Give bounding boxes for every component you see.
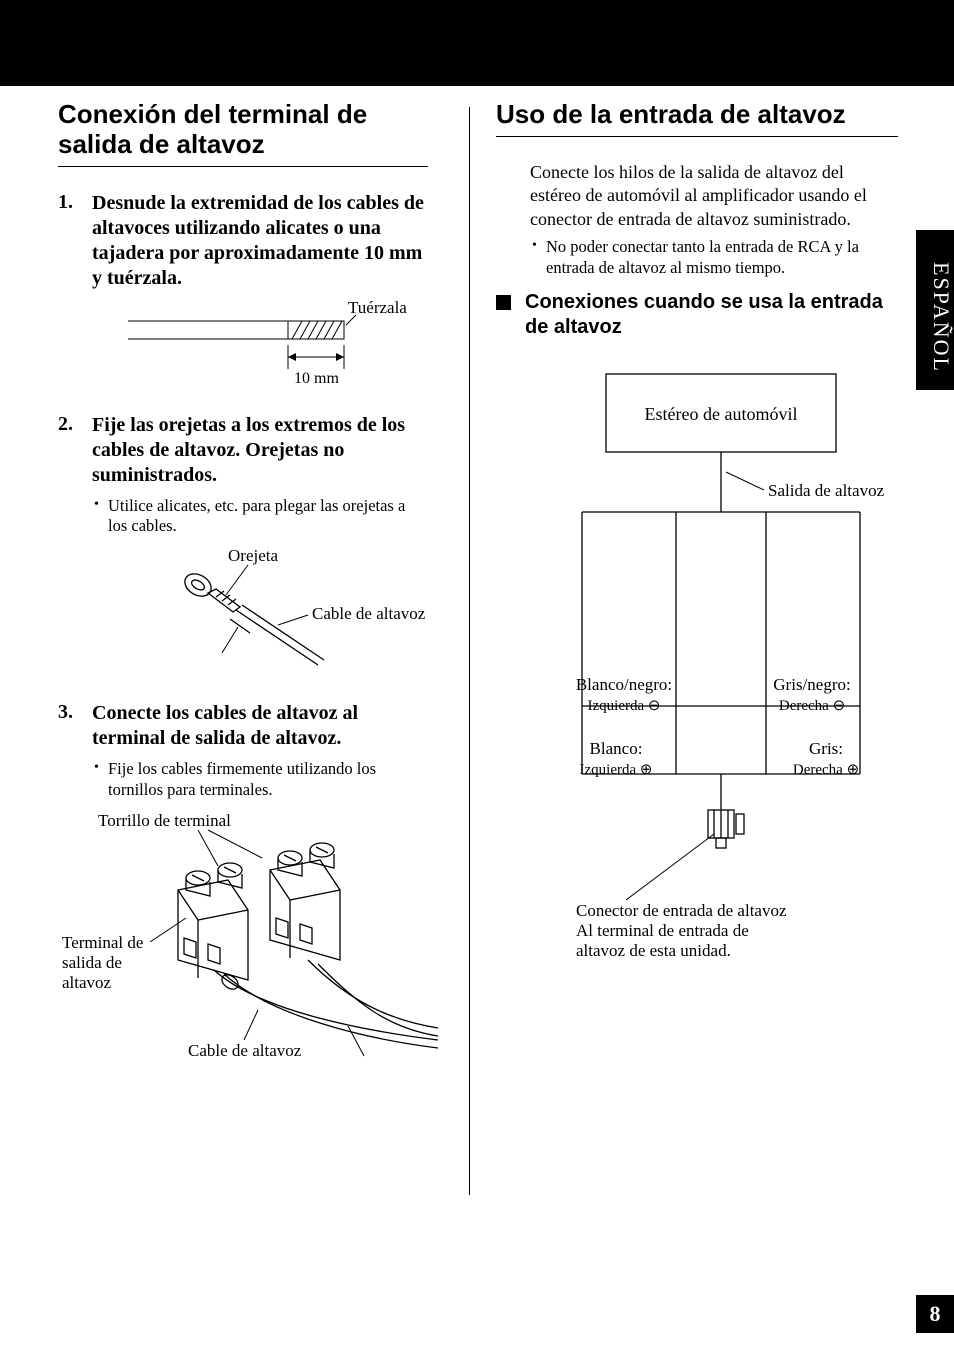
step-number: 2. xyxy=(58,413,92,488)
label-terminal-1: Terminal de xyxy=(62,933,143,952)
step-number: 1. xyxy=(58,191,92,291)
label-stereo: Estéreo de automóvil xyxy=(645,404,798,424)
right-intro: Conecte los hilos de la salida de altavo… xyxy=(530,161,898,231)
figure-lug: Orejeta Cable de altavoz xyxy=(58,547,428,677)
bullet-dot: • xyxy=(94,759,108,800)
sub-heading: Conexiones cuando se usa la entrada de a… xyxy=(496,290,898,340)
square-bullet-icon xyxy=(496,295,511,310)
step-2: 2. Fije las orejetas a los extremos de l… xyxy=(58,413,428,488)
bullet-text: No poder conectar tanto la entrada de RC… xyxy=(546,237,898,278)
label-twist: Tuérzala xyxy=(348,299,407,317)
label-lug: Orejeta xyxy=(228,547,278,565)
page-number: 8 xyxy=(916,1295,954,1333)
figure-twist-wire: Tuérzala 10 mm xyxy=(58,299,428,389)
label-speaker-out: Salida de altavoz xyxy=(768,481,885,500)
label-cable: Cable de altavoz xyxy=(312,604,426,623)
label-white-2: Izquierda ⊕ xyxy=(580,762,653,778)
bullet-text: Utilice alicates, etc. para plegar las o… xyxy=(108,496,428,537)
figure-connection-diagram: Estéreo de automóvil Salida de altavoz B… xyxy=(516,354,916,974)
left-title: Conexión del terminal de salida de altav… xyxy=(58,100,428,160)
label-connector-2: Al terminal de entrada de xyxy=(576,921,749,940)
title-rule xyxy=(58,166,428,167)
figure-terminal: Torrillo de terminal Terminal de salida … xyxy=(58,810,458,1080)
label-white-1: Blanco: xyxy=(590,739,643,758)
bullet-dot: • xyxy=(532,237,546,278)
bullet-text: Fije los cables firmemente utilizando lo… xyxy=(108,759,428,800)
terminal-blocks xyxy=(178,843,438,1048)
step-number: 3. xyxy=(58,701,92,751)
label-gray-black-2: Derecha ⊖ xyxy=(779,698,845,714)
right-title: Uso de la entrada de altavoz xyxy=(496,100,898,130)
step-3: 3. Conecte los cables de altavoz al term… xyxy=(58,701,428,751)
title-rule xyxy=(496,136,898,137)
bullet-dot: • xyxy=(94,496,108,537)
step-1: 1. Desnude la extremidad de los cables d… xyxy=(58,191,428,291)
label-connector-3: altavoz de esta unidad. xyxy=(576,941,731,960)
right-column: Uso de la entrada de altavoz Conecte los… xyxy=(458,100,898,1104)
label-10mm: 10 mm xyxy=(294,370,339,387)
label-terminal-2: salida de xyxy=(62,953,122,972)
sub-title: Conexiones cuando se usa la entrada de a… xyxy=(525,290,898,340)
right-bullet: • No poder conectar tanto la entrada de … xyxy=(532,237,898,278)
step-text: Desnude la extremidad de los cables de a… xyxy=(92,191,428,291)
connector-drawing xyxy=(708,810,744,848)
label-white-black-2: Izquierda ⊖ xyxy=(588,698,661,714)
step-3-bullet: • Fije los cables firmemente utilizando … xyxy=(94,759,428,800)
label-screw: Torrillo de terminal xyxy=(98,811,231,830)
twist-hatch xyxy=(288,321,344,339)
step-text: Fije las orejetas a los extremos de los … xyxy=(92,413,428,488)
step-text: Conecte los cables de altavoz al termina… xyxy=(92,701,428,751)
header-black-bar xyxy=(0,0,954,86)
left-column: Conexión del terminal de salida de altav… xyxy=(58,100,458,1104)
language-side-tab: ESPAÑOL xyxy=(916,230,954,390)
label-connector-1: Conector de entrada de altavoz xyxy=(576,901,787,920)
label-gray-black-1: Gris/negro: xyxy=(773,675,850,694)
label-gray-1: Gris: xyxy=(809,739,843,758)
label-gray-2: Derecha ⊕ xyxy=(793,762,859,778)
step-2-bullet: • Utilice alicates, etc. para plegar las… xyxy=(94,496,428,537)
page-content: Conexión del terminal de salida de altav… xyxy=(58,100,896,1104)
label-white-black-1: Blanco/negro: xyxy=(576,675,672,694)
label-terminal-3: altavoz xyxy=(62,973,112,992)
label-cable-3: Cable de altavoz xyxy=(188,1041,302,1060)
